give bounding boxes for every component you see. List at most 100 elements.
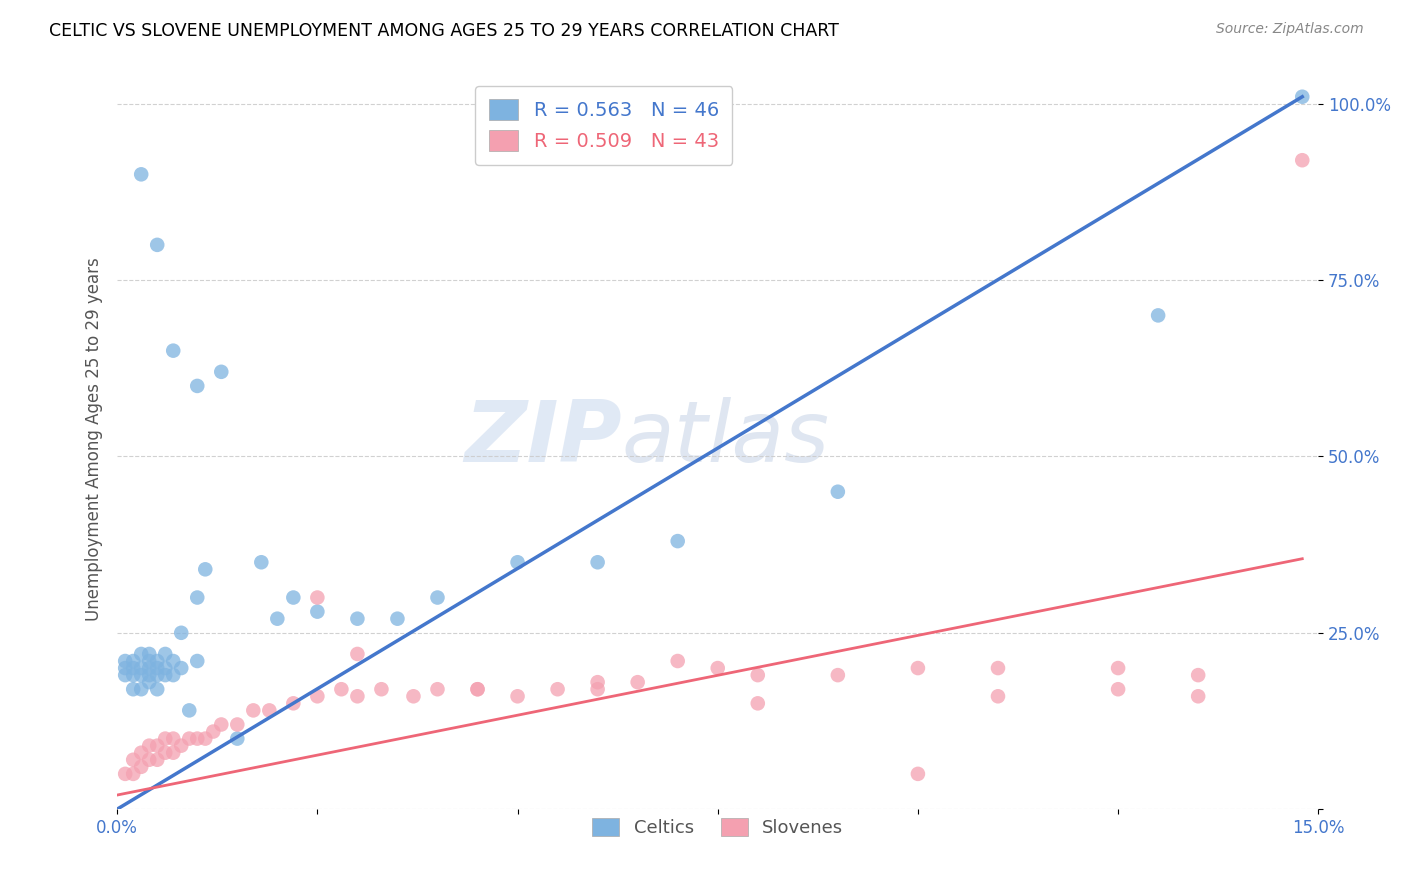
Point <box>202 724 225 739</box>
Point <box>170 661 193 675</box>
Point <box>129 746 152 760</box>
Point <box>179 703 201 717</box>
Point <box>402 690 425 704</box>
Point <box>1187 690 1209 704</box>
Point <box>138 668 160 682</box>
Point <box>179 731 201 746</box>
Point <box>666 654 689 668</box>
Point <box>250 555 273 569</box>
Point <box>467 682 489 697</box>
Point <box>162 746 184 760</box>
Point <box>209 365 232 379</box>
Point <box>346 690 368 704</box>
Point <box>827 668 849 682</box>
Point <box>1291 153 1313 168</box>
Point <box>186 731 208 746</box>
Point <box>114 661 136 675</box>
Point <box>162 668 184 682</box>
Point <box>283 591 305 605</box>
Point <box>266 612 288 626</box>
Point <box>307 591 329 605</box>
Point <box>747 668 769 682</box>
Point <box>129 647 152 661</box>
Point <box>162 731 184 746</box>
Point <box>122 753 145 767</box>
Point <box>170 625 193 640</box>
Point <box>1187 668 1209 682</box>
Point <box>129 682 152 697</box>
Point <box>138 753 160 767</box>
Point <box>146 739 169 753</box>
Point <box>155 731 177 746</box>
Point <box>586 555 609 569</box>
Point <box>114 654 136 668</box>
Point <box>155 661 177 675</box>
Point <box>706 661 728 675</box>
Text: Source: ZipAtlas.com: Source: ZipAtlas.com <box>1216 22 1364 37</box>
Point <box>155 668 177 682</box>
Point <box>122 654 145 668</box>
Point <box>259 703 281 717</box>
Point <box>426 591 449 605</box>
Point <box>122 767 145 781</box>
Point <box>209 717 232 731</box>
Legend: Celtics, Slovenes: Celtics, Slovenes <box>585 811 851 845</box>
Point <box>627 675 650 690</box>
Point <box>987 690 1010 704</box>
Point <box>122 682 145 697</box>
Point <box>129 760 152 774</box>
Y-axis label: Unemployment Among Ages 25 to 29 years: Unemployment Among Ages 25 to 29 years <box>86 257 103 621</box>
Point <box>129 167 152 181</box>
Point <box>194 731 217 746</box>
Point <box>138 675 160 690</box>
Point <box>122 661 145 675</box>
Point <box>547 682 569 697</box>
Point <box>1107 661 1129 675</box>
Point <box>146 668 169 682</box>
Point <box>467 682 489 697</box>
Point <box>426 682 449 697</box>
Point <box>586 682 609 697</box>
Point <box>129 668 152 682</box>
Point <box>387 612 409 626</box>
Point <box>242 703 264 717</box>
Point <box>506 690 529 704</box>
Point <box>1147 309 1170 323</box>
Point <box>747 696 769 710</box>
Point <box>346 612 368 626</box>
Text: CELTIC VS SLOVENE UNEMPLOYMENT AMONG AGES 25 TO 29 YEARS CORRELATION CHART: CELTIC VS SLOVENE UNEMPLOYMENT AMONG AGE… <box>49 22 839 40</box>
Point <box>114 767 136 781</box>
Point <box>146 654 169 668</box>
Point <box>907 767 929 781</box>
Point <box>307 605 329 619</box>
Point <box>186 654 208 668</box>
Point <box>506 555 529 569</box>
Point <box>155 746 177 760</box>
Point <box>226 717 249 731</box>
Point <box>346 647 368 661</box>
Point <box>827 484 849 499</box>
Point <box>666 534 689 549</box>
Point <box>1291 89 1313 103</box>
Point <box>170 739 193 753</box>
Point <box>138 654 160 668</box>
Point <box>586 675 609 690</box>
Point <box>138 661 160 675</box>
Point <box>186 591 208 605</box>
Point <box>162 343 184 358</box>
Point <box>226 731 249 746</box>
Point <box>907 661 929 675</box>
Point <box>1107 682 1129 697</box>
Point <box>146 682 169 697</box>
Point <box>155 647 177 661</box>
Point <box>129 661 152 675</box>
Text: ZIP: ZIP <box>464 397 621 480</box>
Text: atlas: atlas <box>621 397 830 480</box>
Point <box>122 668 145 682</box>
Point <box>146 238 169 252</box>
Point <box>987 661 1010 675</box>
Point <box>283 696 305 710</box>
Point <box>194 562 217 576</box>
Point <box>330 682 353 697</box>
Point <box>138 739 160 753</box>
